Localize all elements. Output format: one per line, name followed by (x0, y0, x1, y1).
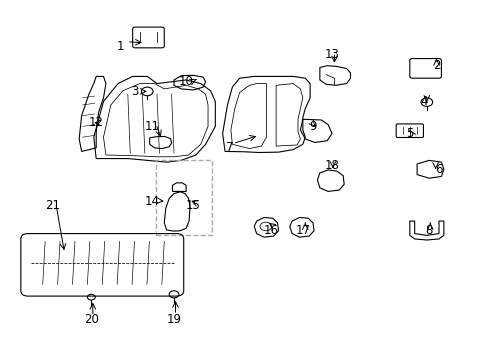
Text: 7: 7 (226, 141, 233, 154)
Text: 2: 2 (432, 59, 439, 72)
Text: 14: 14 (144, 195, 159, 208)
Text: 20: 20 (84, 313, 99, 326)
Text: 5: 5 (406, 127, 413, 140)
Text: 8: 8 (425, 224, 432, 237)
Text: 13: 13 (324, 49, 339, 62)
Text: 10: 10 (178, 75, 193, 88)
Text: 9: 9 (308, 120, 316, 133)
Text: 16: 16 (263, 224, 278, 237)
Text: 11: 11 (144, 120, 159, 133)
Text: 4: 4 (420, 95, 427, 108)
Text: 15: 15 (185, 198, 201, 212)
Text: 21: 21 (45, 198, 60, 212)
Text: 12: 12 (88, 116, 103, 129)
Text: 6: 6 (434, 163, 442, 176)
Text: 18: 18 (324, 159, 339, 172)
Text: 19: 19 (166, 313, 181, 326)
Text: 17: 17 (295, 224, 310, 237)
Text: 1: 1 (117, 40, 124, 53)
Text: 3: 3 (131, 85, 139, 98)
